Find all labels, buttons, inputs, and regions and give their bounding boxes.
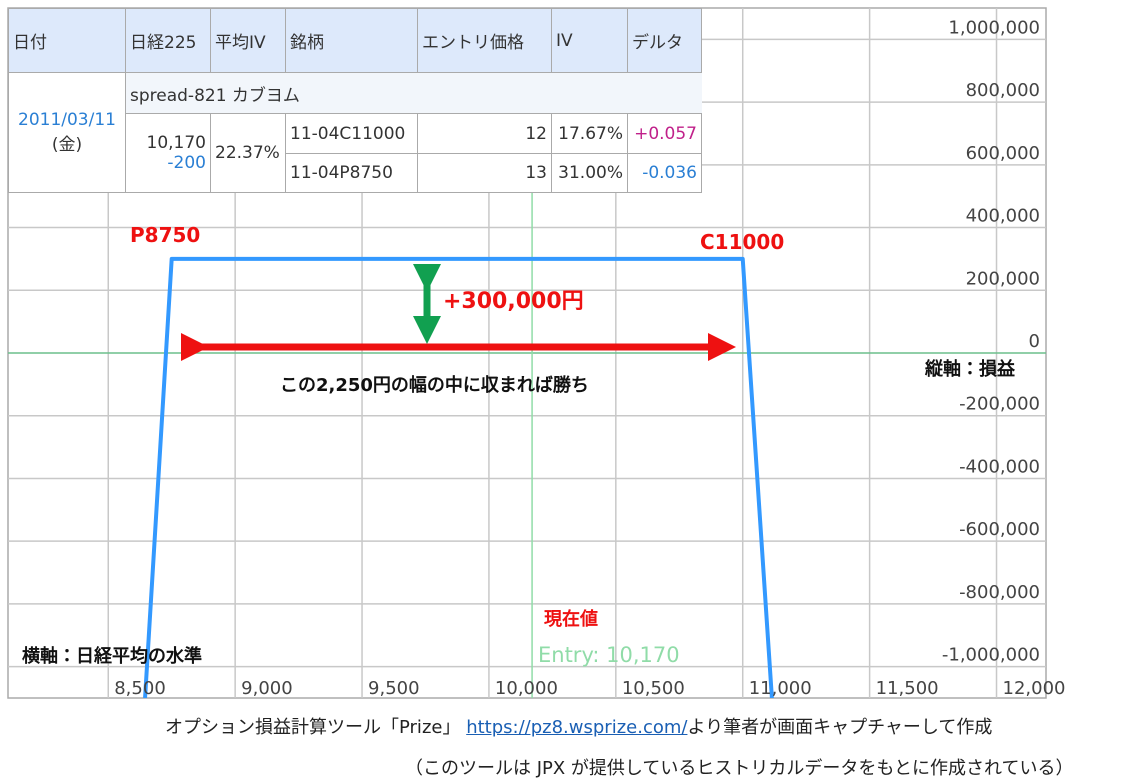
marks xyxy=(143,256,774,698)
caption-note: （このツールは JPX が提供しているヒストリカルデータをもとに作成されている） xyxy=(405,758,1074,779)
put-label: P8750 xyxy=(130,223,200,247)
y-tick-label: -200,000 xyxy=(959,394,1040,415)
nikkei-change: -200 xyxy=(167,153,206,173)
x-tick-label: 9,000 xyxy=(241,678,293,699)
leg-iv: 31.00% xyxy=(551,153,628,193)
x-tick-label: 8,500 xyxy=(114,678,166,699)
call-label: C11000 xyxy=(700,230,784,254)
avg-iv: 22.37% xyxy=(210,113,286,193)
header-cell: エントリ価格 xyxy=(417,8,552,73)
position-table: 日付 日経225 平均IV 銘柄 エントリ価格 IV デルタ 2011/03/1… xyxy=(8,8,702,193)
y-tick-label: -400,000 xyxy=(959,456,1040,477)
y-tick-label: -1,000,000 xyxy=(942,645,1040,666)
y-tick-label: 400,000 xyxy=(966,206,1040,227)
entry-label: Entry: 10,170 xyxy=(538,643,680,667)
range-label: この2,250円の幅の中に収まれば勝ち xyxy=(280,374,589,396)
y-tick-label: -600,000 xyxy=(959,519,1040,540)
leg-symbol: 11-04P8750 xyxy=(285,153,418,193)
current-label: 現在値 xyxy=(544,608,598,630)
header-cell: 平均IV xyxy=(210,8,286,73)
header-cell: 銘柄 xyxy=(285,8,418,73)
x-tick-label: 11,000 xyxy=(749,678,812,699)
x-tick-label: 9,500 xyxy=(368,678,420,699)
y-tick-label: -800,000 xyxy=(959,582,1040,603)
date: 2011/03/11 xyxy=(18,110,116,130)
x-tick-label: 12,000 xyxy=(1003,678,1066,699)
y-tick-label: 600,000 xyxy=(966,143,1040,164)
y-tick-label: 0 xyxy=(1029,331,1040,352)
date-cell: 2011/03/11 (金) xyxy=(8,72,126,193)
weekday: (金) xyxy=(51,135,83,155)
leg-price: 12 xyxy=(417,113,552,154)
header-cell: 日付 xyxy=(8,8,126,73)
header-cell: デルタ xyxy=(627,8,702,73)
y-tick-label: 800,000 xyxy=(966,80,1040,101)
x-tick-label: 11,500 xyxy=(876,678,939,699)
x-tick-label: 10,000 xyxy=(495,678,558,699)
y-axis-note: 縦軸：損益 xyxy=(924,358,1016,380)
profit-label: +300,000円 xyxy=(443,289,584,314)
x-axis-note: 横軸：日経平均の水準 xyxy=(22,645,202,667)
leg-delta: -0.036 xyxy=(627,153,702,193)
leg-price: 13 xyxy=(417,153,552,193)
pl-line xyxy=(143,256,774,698)
leg-delta: +0.057 xyxy=(627,113,702,154)
leg-iv: 17.67% xyxy=(551,113,628,154)
nikkei-cell: 10,170 -200 xyxy=(125,113,211,193)
nikkei: 10,170 xyxy=(146,133,206,153)
caption-suffix: より筆者が画面キャプチャーして作成 xyxy=(687,717,993,738)
x-tick-label: 10,500 xyxy=(622,678,685,699)
caption: オプション損益計算ツール「Prize」 https://pz8.wsprize.… xyxy=(165,713,992,739)
caption-prefix: オプション損益計算ツール「Prize」 xyxy=(165,717,461,738)
leg-symbol: 11-04C11000 xyxy=(285,113,418,154)
strategy-cell: spread-821 カブヨム xyxy=(125,72,702,114)
y-tick-label: 200,000 xyxy=(966,268,1040,289)
header-cell: IV xyxy=(551,8,628,73)
y-tick-label: 1,000,000 xyxy=(948,17,1040,38)
caption-link[interactable]: https://pz8.wsprize.com/ xyxy=(466,717,688,738)
header-cell: 日経225 xyxy=(125,8,211,73)
